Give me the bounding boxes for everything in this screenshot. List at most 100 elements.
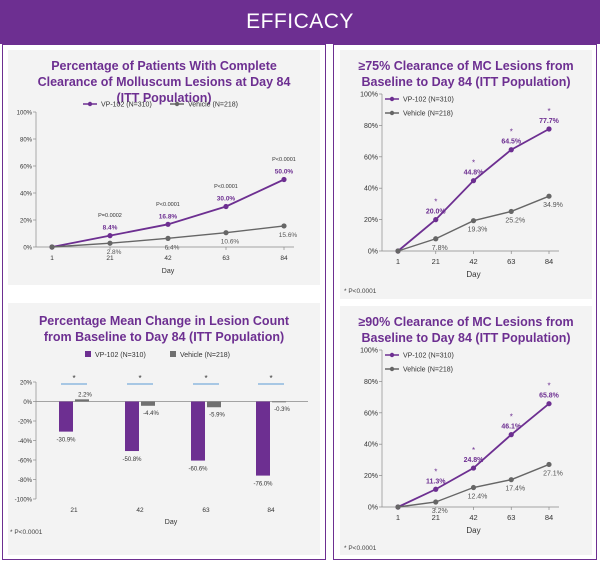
- x-tick-label: 63: [507, 513, 515, 522]
- y-tick-label: 0%: [23, 246, 32, 252]
- data-label: -5.9%: [209, 412, 225, 418]
- footnote: * P<0.0001: [344, 545, 377, 552]
- x-tick-label: 84: [545, 257, 553, 266]
- data-label: 19.3%: [468, 227, 488, 234]
- page-title: EFFICACY: [246, 10, 354, 33]
- data-label: -76.0%: [253, 482, 273, 488]
- significance-marker: *: [204, 374, 207, 383]
- x-tick-label: 1: [396, 257, 400, 266]
- series-line-vehicle: [397, 195, 550, 252]
- bar-vehicle: [272, 401, 286, 403]
- p-value-label: P=0.0002: [98, 213, 122, 219]
- y-tick-label: 0%: [23, 400, 32, 406]
- data-label: 17.4%: [505, 486, 525, 493]
- x-tick-label: 1: [396, 513, 400, 522]
- y-tick-label: 40%: [364, 442, 378, 449]
- legend-label: VP-102 (N=310): [403, 97, 454, 104]
- x-axis-label: Day: [466, 526, 480, 535]
- y-tick-label: 80%: [364, 379, 378, 386]
- chart-panel-mean-change: Percentage Mean Change in Lesion Count f…: [8, 303, 320, 555]
- legend-label: Vehicle (N=218): [188, 102, 238, 109]
- data-label: 50.0%: [275, 169, 294, 176]
- p-value-label: P<0.0001: [214, 184, 238, 190]
- y-tick-label: 20%: [20, 381, 33, 387]
- legend-label: Vehicle (N=218): [403, 367, 453, 374]
- x-tick-label: 84: [280, 255, 288, 262]
- x-tick-label: 63: [507, 257, 515, 266]
- legend-label: VP-102 (N=310): [403, 353, 454, 360]
- data-point: [165, 235, 171, 241]
- y-tick-label: 60%: [364, 154, 378, 161]
- x-tick-label: 21: [432, 257, 440, 266]
- significance-marker: *: [138, 374, 141, 383]
- y-tick-label: 60%: [364, 410, 378, 417]
- p-value-label: P<0.0001: [272, 157, 296, 163]
- legend-label: Vehicle (N=218): [180, 352, 230, 359]
- y-tick-label: 60%: [20, 165, 33, 171]
- x-tick-label: 42: [136, 507, 144, 514]
- y-tick-label: 20%: [20, 219, 33, 225]
- data-label: 77.7%: [539, 118, 560, 125]
- y-tick-label: -100%: [15, 498, 33, 504]
- data-label: 65.8%: [539, 393, 560, 400]
- data-label: -0.3%: [274, 407, 290, 413]
- chart-panel-75-clearance: ≥75% Clearance of MC Lesions from Baseli…: [340, 50, 592, 299]
- data-point: [165, 221, 171, 227]
- x-tick-label: 1: [50, 255, 54, 262]
- y-tick-label: -20%: [18, 420, 33, 426]
- footnote: * P<0.0001: [10, 529, 43, 536]
- data-point: [281, 176, 287, 183]
- y-tick-label: 40%: [20, 192, 33, 198]
- legend-label: VP-102 (N=310): [101, 102, 152, 109]
- y-tick-label: 80%: [364, 123, 378, 130]
- x-tick-label: 42: [469, 257, 477, 266]
- data-label: 8.4%: [103, 225, 118, 232]
- significance-marker: *: [434, 198, 437, 207]
- data-point: [107, 233, 113, 239]
- data-label: -60.6%: [188, 467, 208, 473]
- x-tick-label: 21: [106, 255, 114, 262]
- legend-marker: [389, 366, 395, 372]
- y-tick-label: 0%: [368, 249, 378, 256]
- data-label: -4.4%: [143, 411, 159, 417]
- x-tick-label: 21: [432, 513, 440, 522]
- data-label: 7.8%: [432, 245, 448, 252]
- significance-marker: *: [510, 413, 513, 422]
- bar-vp102: [125, 401, 139, 452]
- data-label: 2.8%: [107, 249, 122, 256]
- chart-mean-change: -100% -80% -60% -40% -20% 0% 20% -30.9% 2.2% * 21 -…: [15, 351, 308, 526]
- chart-panel-complete-clearance: Percentage of Patients With Complete Cle…: [8, 50, 320, 285]
- data-label: 25.2%: [505, 217, 525, 224]
- data-point: [546, 193, 552, 199]
- significance-marker: *: [547, 107, 550, 116]
- data-label: 46.1%: [501, 424, 522, 431]
- significance-marker: *: [434, 467, 437, 476]
- data-point: [470, 465, 477, 471]
- data-label: 10.6%: [221, 239, 240, 246]
- x-axis-label: Day: [466, 270, 480, 279]
- bar-vehicle: [75, 399, 89, 402]
- chart-panel-90-clearance: ≥90% Clearance of MC Lesions from Baseli…: [340, 306, 592, 555]
- data-point: [470, 218, 477, 224]
- chart-title: Percentage Mean Change in Lesion Count f…: [38, 314, 290, 344]
- data-point: [107, 240, 113, 246]
- data-point: [223, 230, 229, 236]
- legend-marker: [389, 352, 395, 358]
- data-point: [508, 432, 514, 438]
- data-label: 3.2%: [432, 508, 448, 515]
- data-point: [546, 401, 552, 407]
- y-tick-label: -40%: [18, 439, 33, 445]
- data-label: 34.9%: [543, 202, 563, 209]
- data-point: [433, 217, 439, 223]
- legend-marker: [87, 101, 93, 107]
- data-point: [433, 486, 439, 492]
- chart-75-clearance: 0% 20% 40% 60% 80% 100% 1 21 42 63 84 Day 20.0% 44.8%…: [360, 92, 563, 280]
- legend-label: VP-102 (N=310): [95, 352, 146, 359]
- footnote: * P<0.0001: [344, 288, 377, 295]
- chart-title: ≥90% Clearance of MC Lesions from Baseli…: [358, 315, 574, 345]
- data-point: [508, 147, 514, 153]
- data-label: 24.8%: [464, 457, 485, 464]
- x-tick-label: 84: [545, 513, 553, 522]
- significance-marker: *: [510, 128, 513, 137]
- data-label: -50.8%: [122, 457, 142, 463]
